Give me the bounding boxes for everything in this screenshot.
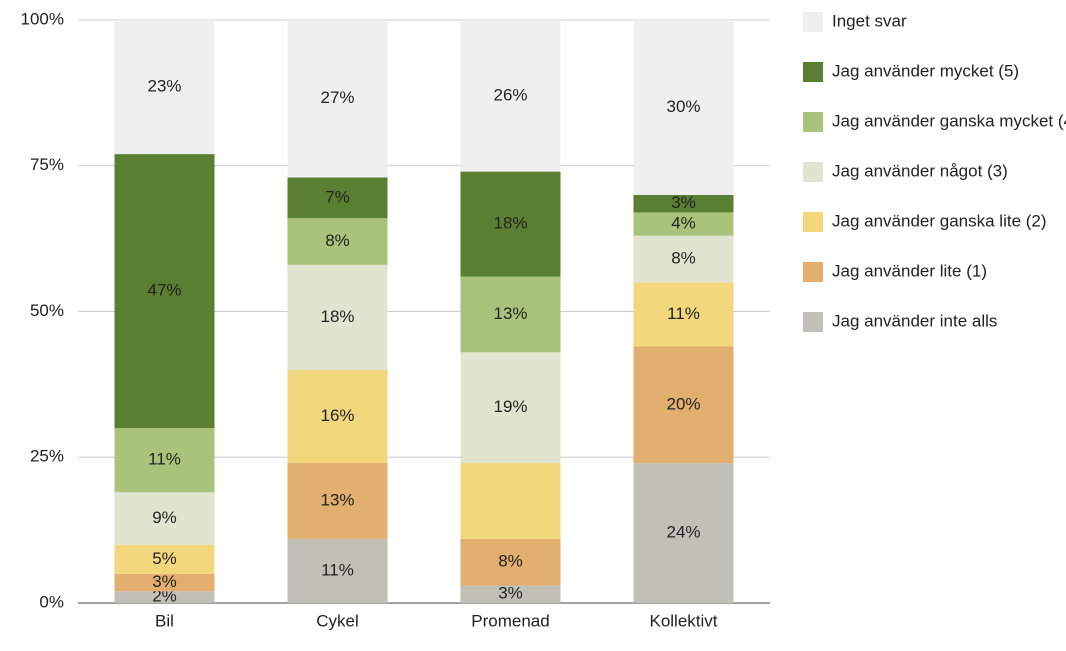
bar-segment (460, 538, 561, 586)
legend-text: Jag använder inte alls (832, 311, 997, 330)
bar-segment (460, 352, 561, 464)
value-label: 2% (152, 587, 177, 606)
legend-swatch (803, 162, 823, 182)
legend-text: Inget svar (832, 11, 907, 30)
bar-segment (633, 282, 734, 347)
value-label: 11% (667, 304, 700, 323)
bar-segment (460, 171, 561, 277)
bar-segment (114, 20, 215, 155)
value-label: 7% (325, 187, 350, 206)
value-label: 16% (320, 406, 354, 425)
bar-segment (633, 346, 734, 464)
value-label: 18% (493, 214, 527, 233)
legend-text: Jag använder mycket (5) (832, 61, 1019, 80)
bar-segment (287, 218, 388, 265)
bar-segment (287, 538, 388, 603)
value-label: 30% (666, 97, 700, 116)
legend-swatch (803, 262, 823, 282)
value-label: 24% (666, 523, 700, 542)
value-label: 3% (498, 584, 523, 603)
bar-segment (633, 463, 734, 603)
legend-text: Jag använder ganska lite (2) (832, 211, 1047, 230)
bar-segment (114, 544, 215, 574)
value-label: 13% (320, 490, 354, 509)
value-label: 9% (152, 508, 177, 527)
value-label: 20% (666, 394, 700, 413)
value-label: 3% (671, 193, 696, 212)
legend-swatch (803, 112, 823, 132)
bar-segment (287, 177, 388, 219)
x-tick-label: Kollektivt (649, 611, 717, 630)
legend-swatch (803, 212, 823, 232)
bar-segment (633, 212, 734, 236)
legend-swatch (803, 12, 823, 32)
value-label: 5% (152, 549, 177, 568)
legend-swatch (803, 312, 823, 332)
bar-segment (287, 369, 388, 464)
value-label: 19% (493, 397, 527, 416)
y-tick-label: 75% (30, 155, 64, 174)
bar-segment (460, 276, 561, 353)
legend-swatch (803, 62, 823, 82)
value-label: 3% (152, 572, 177, 591)
bar-segment (287, 20, 388, 178)
bar-segment (633, 235, 734, 283)
value-label: 23% (147, 77, 181, 96)
value-label: 8% (671, 249, 696, 268)
legend-text: Jag använder något (3) (832, 161, 1008, 180)
x-tick-label: Bil (155, 611, 174, 630)
legend-text: Jag använder lite (1) (832, 261, 987, 280)
value-label: 8% (325, 231, 350, 250)
bar-segment (287, 264, 388, 370)
value-label: 8% (498, 552, 523, 571)
y-tick-label: 0% (39, 592, 64, 611)
bar-segment (114, 428, 215, 493)
x-tick-label: Promenad (471, 611, 549, 630)
y-tick-label: 50% (30, 301, 64, 320)
y-tick-label: 100% (21, 9, 64, 28)
value-label: 18% (320, 307, 354, 326)
legend-text: Jag använder ganska mycket (4) (832, 111, 1066, 130)
bar-segment (114, 573, 215, 592)
bar-segment (460, 20, 561, 172)
bar-segment (633, 194, 734, 213)
bar-segment (460, 463, 561, 539)
bar-segment (287, 463, 388, 539)
value-label: 11% (148, 450, 181, 469)
bar-segment (114, 154, 215, 429)
bar-segment (114, 591, 215, 603)
bar-segment (633, 20, 734, 195)
value-label: 13% (493, 304, 527, 323)
value-label: 11% (321, 560, 354, 579)
value-label: 4% (671, 214, 696, 233)
y-tick-label: 25% (30, 447, 64, 466)
value-label: 27% (320, 88, 354, 107)
bar-segment (460, 585, 561, 603)
bar-segment (114, 492, 215, 545)
x-tick-label: Cykel (316, 611, 359, 630)
value-label: 47% (147, 281, 181, 300)
value-label: 26% (493, 85, 527, 104)
